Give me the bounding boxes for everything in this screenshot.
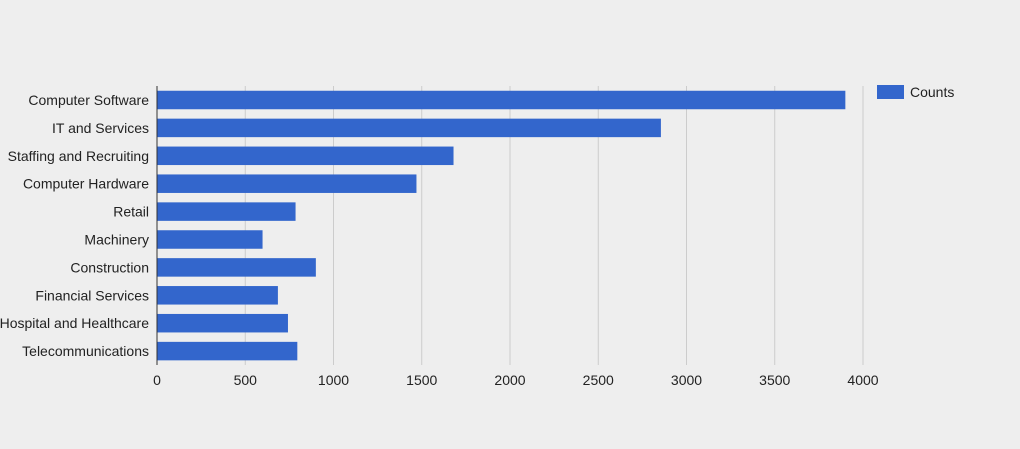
bar[interactable] [157, 258, 316, 277]
category-label: Hospital and Healthcare [0, 315, 149, 331]
x-tick-label: 3000 [671, 372, 702, 388]
bar[interactable] [157, 146, 454, 166]
category-label: Machinery [84, 232, 149, 248]
legend-label-counts: Counts [910, 84, 954, 100]
bar[interactable] [157, 286, 278, 305]
x-tick-label: 2500 [583, 372, 614, 388]
bar[interactable] [157, 313, 288, 333]
x-tick-label: 0 [153, 372, 161, 388]
x-tick-label: 1500 [406, 372, 437, 388]
bars-group [157, 90, 846, 361]
category-label: Staffing and Recruiting [8, 148, 149, 164]
x-tick-label: 2000 [494, 372, 525, 388]
category-label: Computer Software [28, 92, 149, 108]
legend-swatch-counts [877, 85, 904, 99]
bar[interactable] [157, 202, 296, 221]
bar[interactable] [157, 341, 298, 361]
x-axis-ticks: 0 500 1000 1500 2000 2500 3000 3500 4000 [153, 372, 879, 388]
x-tick-label: 1000 [318, 372, 349, 388]
bar[interactable] [157, 90, 846, 110]
category-label: Computer Hardware [23, 176, 149, 192]
bar[interactable] [157, 174, 417, 193]
category-label: Retail [113, 204, 149, 220]
x-tick-label: 3500 [759, 372, 790, 388]
category-label: Financial Services [35, 287, 149, 303]
bar[interactable] [157, 230, 263, 249]
legend[interactable]: Counts [877, 84, 954, 100]
x-tick-label: 500 [234, 372, 258, 388]
bar[interactable] [157, 118, 661, 138]
category-label: IT and Services [52, 120, 149, 136]
category-label: Telecommunications [22, 343, 149, 359]
category-label: Construction [70, 259, 149, 275]
category-labels: Computer Software IT and Services Staffing… [0, 92, 149, 359]
x-tick-label: 4000 [847, 372, 878, 388]
